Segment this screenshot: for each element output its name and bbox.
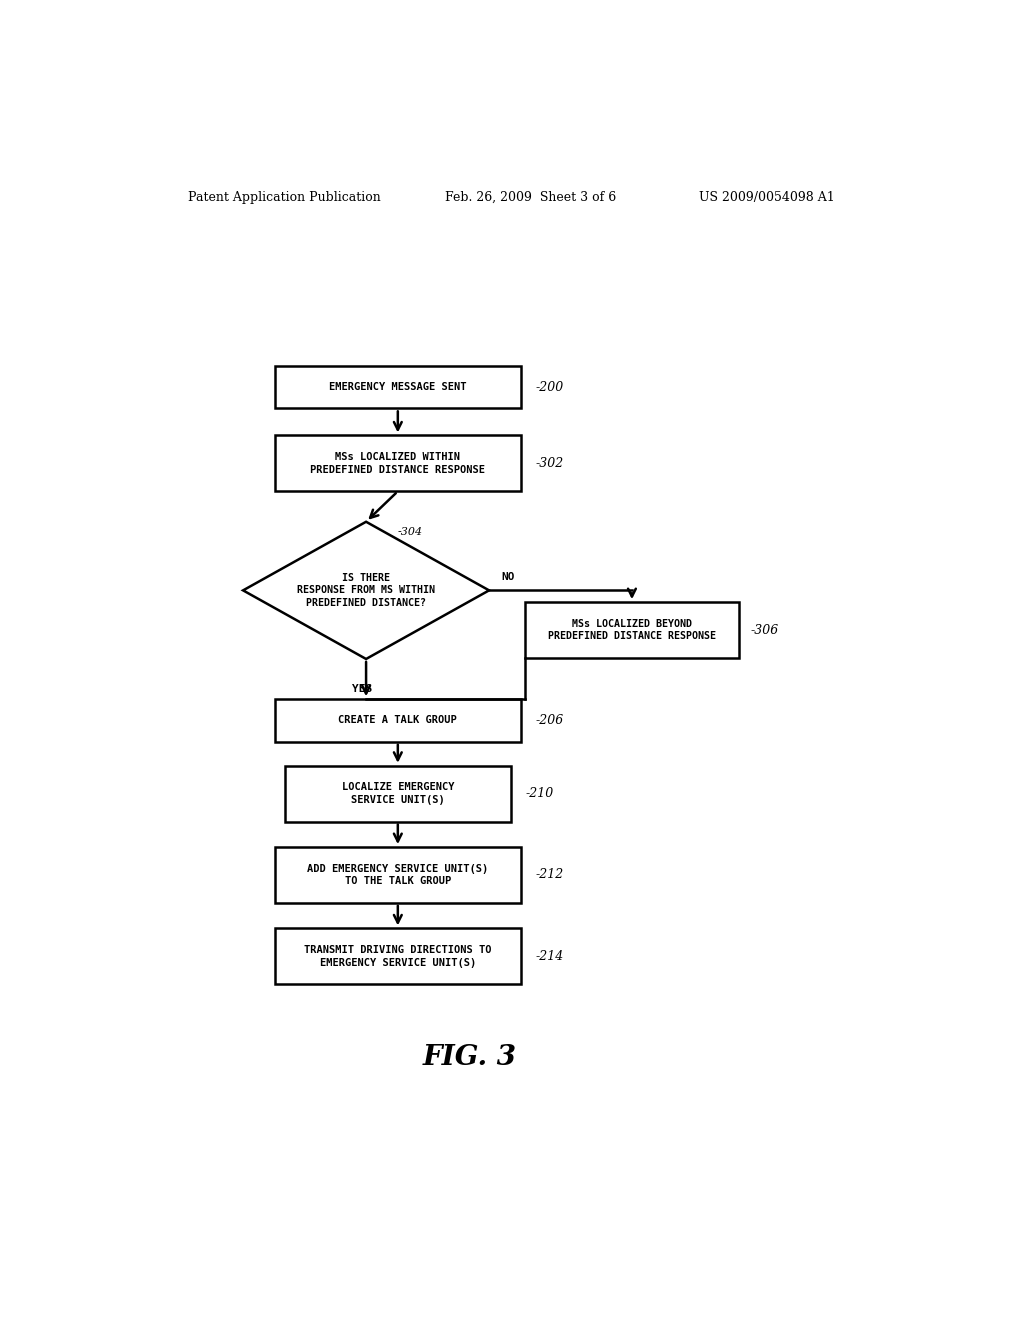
Text: US 2009/0054098 A1: US 2009/0054098 A1 [699, 190, 836, 203]
Bar [274, 928, 521, 985]
Text: -206: -206 [536, 714, 563, 727]
Text: -302: -302 [536, 457, 563, 470]
Text: EMERGENCY MESSAGE SENT: EMERGENCY MESSAGE SENT [329, 381, 467, 392]
Text: LOCALIZE EMERGENCY
SERVICE UNIT(S): LOCALIZE EMERGENCY SERVICE UNIT(S) [342, 783, 454, 805]
Text: Feb. 26, 2009  Sheet 3 of 6: Feb. 26, 2009 Sheet 3 of 6 [445, 190, 616, 203]
Text: TRANSMIT DRIVING DIRECTIONS TO
EMERGENCY SERVICE UNIT(S): TRANSMIT DRIVING DIRECTIONS TO EMERGENCY… [304, 945, 492, 968]
Bar [274, 366, 521, 408]
Text: IS THERE
RESPONSE FROM MS WITHIN
PREDEFINED DISTANCE?: IS THERE RESPONSE FROM MS WITHIN PREDEFI… [297, 573, 435, 609]
Bar [274, 436, 521, 491]
Text: MSs LOCALIZED BEYOND
PREDEFINED DISTANCE RESPONSE: MSs LOCALIZED BEYOND PREDEFINED DISTANCE… [548, 619, 716, 642]
Text: -200: -200 [536, 380, 563, 393]
Text: -214: -214 [536, 950, 563, 962]
Text: NO: NO [501, 573, 514, 582]
Text: -304: -304 [397, 527, 423, 537]
Bar [274, 847, 521, 903]
Bar [274, 700, 521, 742]
Text: -210: -210 [525, 787, 553, 800]
Text: CREATE A TALK GROUP: CREATE A TALK GROUP [339, 715, 457, 726]
Text: -212: -212 [536, 869, 563, 882]
Text: YES: YES [352, 684, 373, 694]
Bar [285, 766, 511, 821]
Bar [524, 602, 739, 657]
Polygon shape [243, 521, 489, 659]
Text: ADD EMERGENCY SERVICE UNIT(S)
TO THE TALK GROUP: ADD EMERGENCY SERVICE UNIT(S) TO THE TAL… [307, 863, 488, 886]
Text: MSs LOCALIZED WITHIN
PREDEFINED DISTANCE RESPONSE: MSs LOCALIZED WITHIN PREDEFINED DISTANCE… [310, 451, 485, 475]
Text: FIG. 3: FIG. 3 [422, 1044, 516, 1072]
Text: -306: -306 [751, 623, 779, 636]
Text: Patent Application Publication: Patent Application Publication [187, 190, 380, 203]
